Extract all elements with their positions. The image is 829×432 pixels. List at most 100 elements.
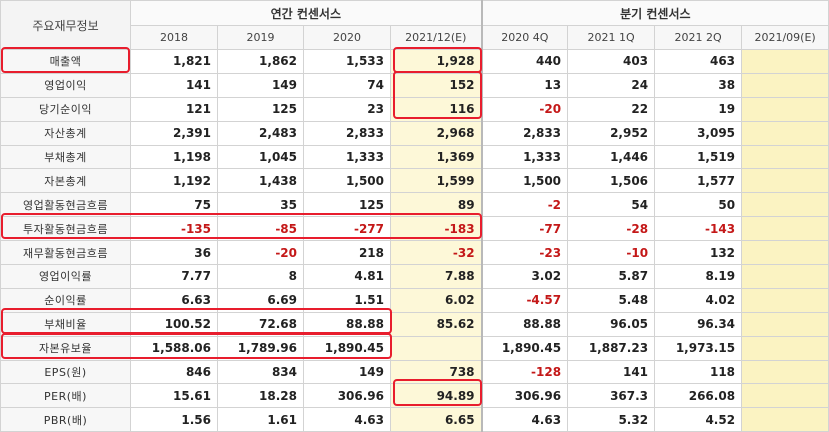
period-header: 2019 [217,25,304,50]
table-cell: 1,446 [567,144,656,170]
table-cell: 132 [654,240,743,266]
table-cell [741,264,829,289]
table-cell: -28 [567,216,656,242]
table-cell: 74 [303,72,391,98]
table-cell: 5.32 [567,407,656,432]
table-cell [741,49,829,74]
table-cell: 54 [567,192,656,218]
row-label: 자본유보율 [0,335,131,361]
table-cell [741,72,829,98]
table-cell: 50 [654,192,743,218]
row-label: 영업이익 [0,72,131,98]
table-cell: 2,952 [567,120,656,146]
table-cell: 89 [389,192,483,218]
table-cell: 6.02 [389,287,483,313]
table-cell: 15.61 [130,383,218,409]
table-cell: 13 [480,72,569,98]
table-cell: 2,483 [217,120,304,146]
table-cell: 1,506 [567,168,656,194]
period-header-row: 2018 2019 2020 2021/12(E) 2020 4Q 2021 1Q 2021… [1,25,829,50]
table-cell: 75 [130,192,218,218]
table-row: 영업이익 141 149 74 152 13 24 38 [0,72,829,98]
table-cell: 36 [130,240,218,266]
table-cell: 4.81 [303,264,391,289]
table-cell: 1,789.96 [217,335,304,361]
row-label: 투자활동현금흐름 [0,216,131,242]
period-header: 2021 2Q [654,25,743,50]
table-cell: -23 [480,240,569,266]
row-label: PER(배) [0,383,131,409]
table-cell: 1,333 [303,144,391,170]
table-cell: 1,821 [130,49,218,74]
table-cell [741,144,829,170]
table-cell: -20 [217,240,304,266]
quarterly-consensus-header: 분기 컨센서스 [480,0,829,26]
table-cell [741,287,829,313]
table-cell: 96.05 [567,311,656,337]
period-header: 2020 4Q [480,25,569,50]
row-label: 부채총계 [0,144,131,170]
row-label: 영업이익률 [0,264,131,289]
table-cell: 3,095 [654,120,743,146]
row-label: 순이익률 [0,287,131,313]
table-cell: 738 [389,359,483,385]
table-row: 당기순이익 121 125 23 116 -20 22 19 [0,96,829,122]
table-row: 자산총계 2,391 2,483 2,833 2,968 2,833 2,952 3,095 [0,120,829,146]
table-row: 영업활동현금흐름 75 35 125 89 -2 54 50 [0,192,829,218]
table-cell: 403 [567,49,656,74]
table-cell: 306.96 [480,383,569,409]
table-cell: 8 [217,264,304,289]
table-cell: -85 [217,216,304,242]
table-cell: 1,198 [130,144,218,170]
table-cell [389,335,483,361]
table-cell: 72.68 [217,311,304,337]
table-cell [741,311,829,337]
table-row: 자본총계 1,192 1,438 1,500 1,599 1,500 1,506 1,577 [0,168,829,194]
table-cell: 19 [654,96,743,122]
row-label: 당기순이익 [0,96,131,122]
corner-label: 주요재무정보 [0,0,131,50]
table-cell [741,407,829,432]
period-header: 2020 [303,25,391,50]
table-row: 부채비율 100.52 72.68 88.88 85.62 88.88 96.05 96.34 [0,311,829,337]
table-cell: 1,973.15 [654,335,743,361]
row-label: PBR(배) [0,407,131,432]
table-cell [741,96,829,122]
table-cell: 1,890.45 [480,335,569,361]
table-cell: 1,887.23 [567,335,656,361]
table-cell [741,192,829,218]
table-cell: 1,533 [303,49,391,74]
table-cell: 141 [130,72,218,98]
table-cell: -77 [480,216,569,242]
table-cell: 6.65 [389,407,483,432]
table-cell: 1,045 [217,144,304,170]
period-header: 2021/09(E) [741,25,829,50]
table-cell [741,216,829,242]
table-cell: 88.88 [303,311,391,337]
table-cell: 4.63 [480,407,569,432]
table-cell: -277 [303,216,391,242]
table-cell: 100.52 [130,311,218,337]
table-cell: 149 [303,359,391,385]
table-cell: 266.08 [654,383,743,409]
table-cell: 118 [654,359,743,385]
table-cell [741,120,829,146]
table-cell: 218 [303,240,391,266]
table-cell: 6.69 [217,287,304,313]
table-cell: -143 [654,216,743,242]
table-cell: 125 [217,96,304,122]
table-cell: 35 [217,192,304,218]
table-cell: 2,833 [480,120,569,146]
table-cell: 8.19 [654,264,743,289]
table-cell: 2,391 [130,120,218,146]
table-cell: 152 [389,72,483,98]
table-row: 자본유보율 1,588.06 1,789.96 1,890.45 1,890.45 1,8… [0,335,829,361]
table-cell: -128 [480,359,569,385]
table-cell: 1,500 [480,168,569,194]
table-cell: 6.63 [130,287,218,313]
table-cell: 1,588.06 [130,335,218,361]
table-cell: 88.88 [480,311,569,337]
table-cell: 1,438 [217,168,304,194]
period-header: 2018 [130,25,218,50]
